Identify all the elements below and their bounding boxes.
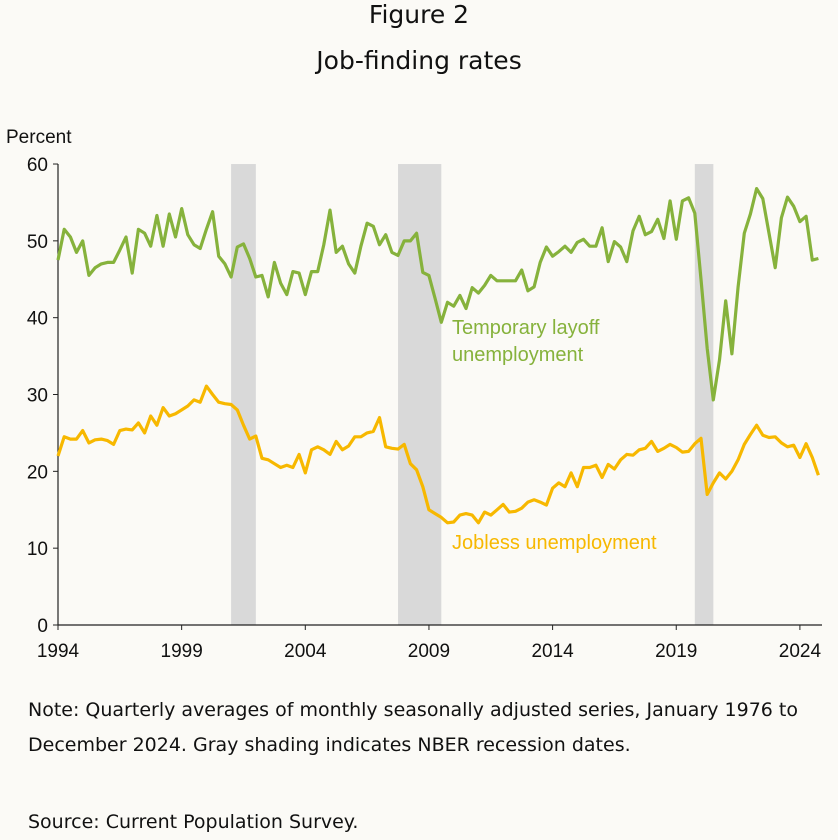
series-label-temporary: Temporary layoff: [452, 317, 600, 339]
series-label-temporary-2: unemployment: [452, 344, 584, 366]
chart-title: Job-finding rates: [316, 46, 522, 75]
recession-band: [231, 164, 256, 625]
y-axis-label: Percent: [6, 127, 72, 148]
y-tick-label: 50: [27, 232, 48, 253]
x-tick-label: 2014: [531, 641, 574, 662]
y-tick-label: 20: [27, 462, 48, 483]
x-tick-label: 1994: [37, 641, 80, 662]
y-tick-label: 30: [27, 386, 48, 407]
series-label-jobless: Jobless unemployment: [452, 532, 657, 554]
x-tick-label: 2019: [655, 641, 697, 662]
chart-source: Source: Current Population Survey.: [28, 811, 359, 833]
y-tick-label: 40: [27, 309, 48, 330]
x-tick-label: 2024: [779, 641, 822, 662]
line-chart: 0 10 20 30 40 50 60 1994 1999 2004 2009 2014 2019 202…: [6, 127, 822, 662]
figure-label: Figure 2: [368, 0, 470, 29]
chart-note: Note: Quarterly averages of monthly seas…: [28, 699, 799, 756]
y-tick-label: 10: [27, 539, 48, 560]
y-tick-label: 60: [27, 155, 48, 176]
recession-band: [398, 164, 442, 625]
y-tick-label: 0: [37, 616, 48, 637]
jobless-series-line: [56, 384, 820, 525]
temporary-layoff-series-line: [56, 187, 819, 402]
x-tick-label: 2004: [284, 641, 327, 662]
x-tick-label: 2009: [408, 641, 450, 662]
x-tick-label: 1999: [161, 641, 203, 662]
